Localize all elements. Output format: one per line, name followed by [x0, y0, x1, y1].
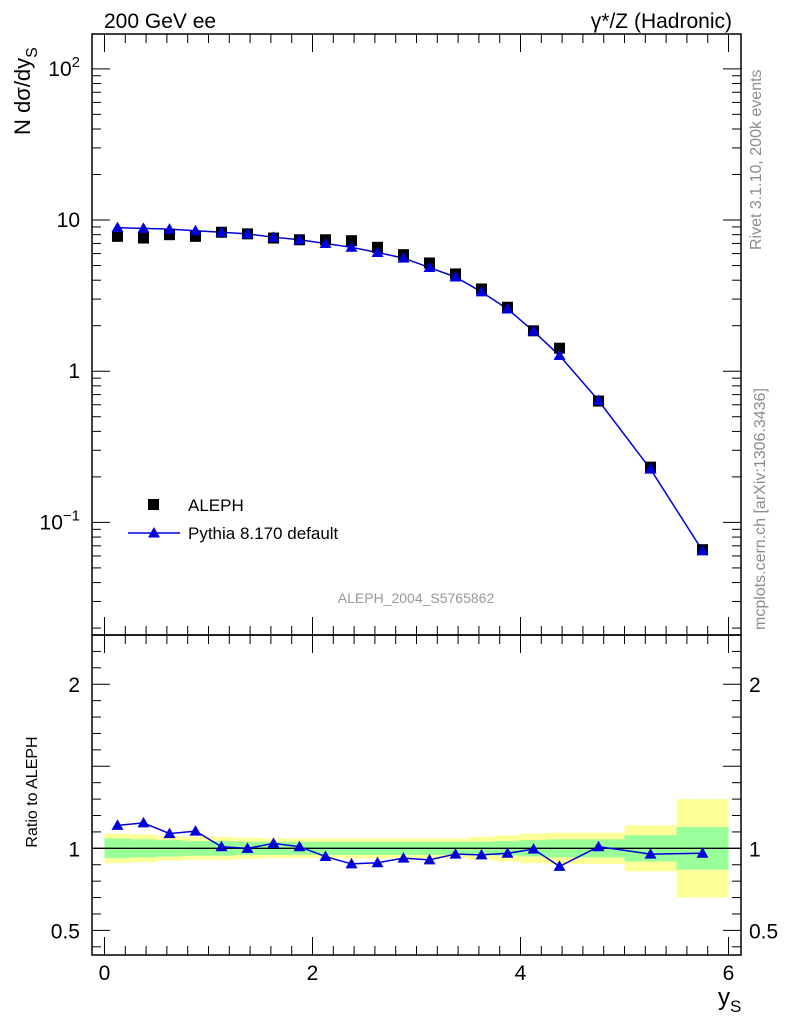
ratio-point: [696, 847, 709, 858]
main-y-tick-label: 102: [48, 54, 80, 81]
legend-mc-marker: [148, 527, 160, 538]
ratio-point: [189, 825, 202, 836]
mc-point: [241, 227, 254, 239]
mc-point: [449, 270, 462, 282]
ratio-point: [319, 850, 332, 862]
header-right: γ*/Z (Hadronic): [591, 10, 732, 33]
ratio-point: [345, 857, 358, 869]
x-tick-label: 4: [515, 962, 527, 985]
ratio-point: [163, 827, 176, 839]
data-point: [554, 342, 566, 354]
mc-markers: [111, 221, 709, 556]
ratio-y-tick-label: 2: [68, 674, 80, 697]
ratio-point: [267, 837, 280, 848]
ratio-point: [475, 848, 488, 860]
ratio-y-tick-label-right: 1: [749, 838, 761, 861]
ratio-y-tick-labels: 0.5 0.5 1 1 2 2: [51, 674, 778, 943]
ratio-point: [371, 856, 384, 868]
ratio-y-tick-label-right: 2: [749, 674, 761, 697]
ratio-y-axis-label: Ratio to ALEPH: [24, 736, 41, 847]
mc-point: [527, 325, 540, 336]
main-y-tick-label: 1: [68, 360, 80, 383]
mc-point: [215, 226, 228, 237]
ratio-plot-frame: [91, 634, 742, 956]
mc-point: [644, 463, 657, 474]
mc-point: [293, 233, 306, 245]
mc-point: [111, 221, 124, 233]
mc-point: [553, 349, 566, 361]
data-point: [137, 232, 149, 244]
legend-data-label: ALEPH: [188, 496, 244, 515]
x-tick-label: 2: [307, 962, 319, 985]
ratio-point: [423, 853, 436, 865]
main-panel: 102 10 1 10−1 ALEPH_2004_S5765862 ALEPH Pyth…: [10, 33, 742, 636]
header-left: 200 GeV ee: [104, 10, 216, 33]
mc-point: [137, 222, 150, 233]
data-point: [189, 230, 201, 242]
main-tick-marks: [92, 34, 741, 635]
ratio-tick-marks: [92, 634, 741, 955]
legend: ALEPH Pythia 8.170 default: [128, 496, 339, 543]
ratio-point: [215, 840, 228, 852]
ratio-point: [527, 843, 540, 854]
main-y-tick-label: 10−1: [40, 507, 80, 534]
ratio-point: [501, 847, 514, 858]
side-label-top: Rivet 3.1.10, 200k events: [748, 69, 765, 250]
main-y-tick-labels: 102 10 1 10−1: [40, 54, 80, 535]
mc-point: [345, 241, 358, 252]
ratio-point: [644, 848, 657, 859]
ratio-point: [553, 860, 566, 871]
mc-point: [163, 223, 176, 234]
ratio-y-tick-label: 1: [68, 838, 80, 861]
ratio-point: [397, 852, 410, 863]
ratio-point: [137, 816, 150, 828]
mc-point: [319, 237, 332, 248]
legend-mc-label: Pythia 8.170 default: [188, 524, 339, 543]
analysis-tag: ALEPH_2004_S5765862: [338, 590, 495, 606]
mc-point: [397, 252, 410, 263]
main-y-axis-label: N dσ/dyS: [10, 47, 41, 135]
ratio-point: [293, 840, 306, 852]
ratio-y-tick-label-right: 0.5: [749, 920, 778, 943]
mc-point: [501, 302, 514, 314]
mc-point: [423, 261, 436, 273]
side-label-bottom: mcplots.cern.ch [arXiv:1306.3436]: [752, 388, 769, 630]
mc-point: [475, 285, 488, 297]
data-point: [163, 229, 175, 241]
main-y-tick-label: 10: [57, 209, 80, 232]
ratio-point: [592, 840, 605, 852]
data-point: [111, 230, 123, 242]
ratio-point: [111, 819, 124, 830]
ratio-series: [111, 816, 709, 871]
legend-data-marker: [148, 499, 159, 510]
ratio-point: [241, 842, 254, 853]
mc-point: [371, 246, 384, 257]
ratio-panel: 0.5 0.5 1 1 2 2 0 2 4 6 Ratio to ALEPH yS: [24, 634, 778, 1016]
x-tick-label: 0: [99, 962, 111, 985]
mc-point: [267, 231, 280, 242]
mc-point: [189, 224, 202, 236]
mc-point: [592, 394, 605, 406]
x-tick-labels: 0 2 4 6: [99, 962, 735, 985]
ratio-y-tick-label: 0.5: [51, 920, 80, 943]
mc-point: [696, 544, 709, 556]
x-axis-label: yS: [718, 984, 741, 1016]
x-tick-label: 6: [723, 962, 735, 985]
data-point: [345, 235, 357, 247]
ratio-point: [449, 848, 462, 859]
